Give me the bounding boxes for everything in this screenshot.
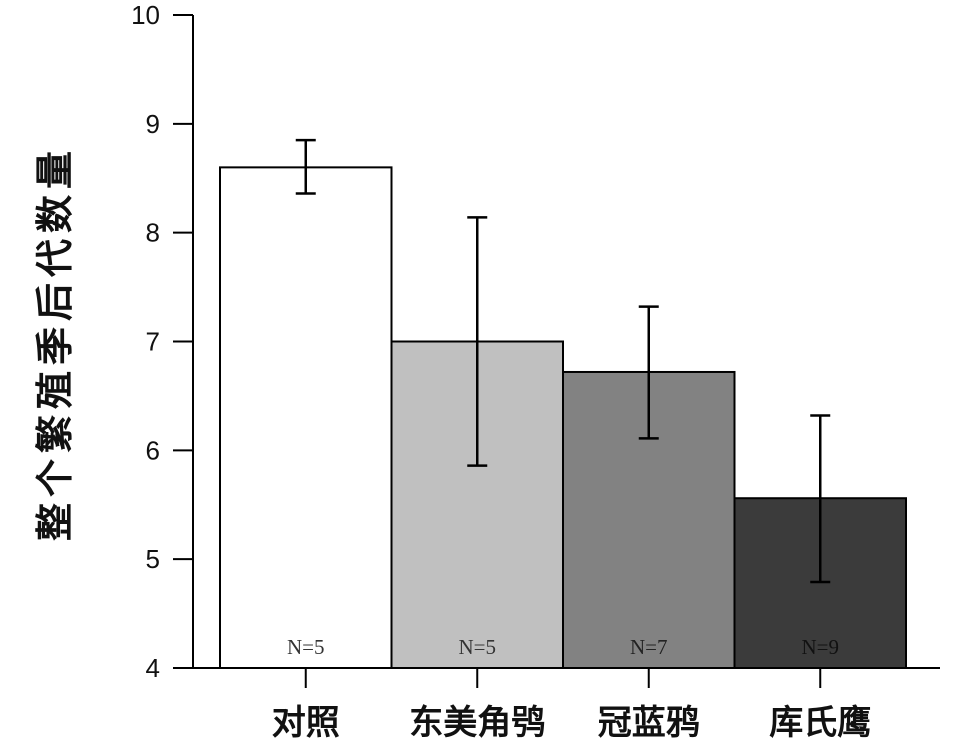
labels-layer: N=5 N=5 N=7 N=9 4 5 6 7 8 9 10 对照 东美角鸮 冠蓝鸦 库氏鹰 整个繁殖季后代数… <box>33 0 871 743</box>
error-bars-layer <box>295 138 831 584</box>
axes-layer <box>173 14 940 688</box>
x-category-label: 对照 <box>272 703 340 743</box>
sample-size-label: N=5 <box>458 635 496 659</box>
y-tick-label: 10 <box>131 0 160 30</box>
error-bar-4 <box>810 414 831 584</box>
y-tick-label: 4 <box>146 653 160 683</box>
sample-size-label: N=5 <box>287 635 325 659</box>
error-bar-3 <box>638 305 659 440</box>
bars-layer <box>219 166 907 669</box>
sample-size-label: N=9 <box>801 635 839 659</box>
y-tick-label: 5 <box>146 544 160 574</box>
x-category-label: 冠蓝鸦 <box>598 703 700 743</box>
y-tick-label: 9 <box>146 109 160 139</box>
error-bar-2 <box>467 216 488 467</box>
y-tick-label: 7 <box>146 327 160 357</box>
y-axis-title: 整个繁殖季后代数量 <box>33 145 77 541</box>
error-bar-1 <box>295 138 316 195</box>
x-category-label: 东美角鸮 <box>409 703 545 743</box>
y-tick-label: 8 <box>146 218 160 248</box>
x-category-label: 库氏鹰 <box>769 703 871 743</box>
bar-1 <box>219 166 393 669</box>
y-tick-label: 6 <box>146 435 160 465</box>
sample-size-label: N=7 <box>630 635 668 659</box>
